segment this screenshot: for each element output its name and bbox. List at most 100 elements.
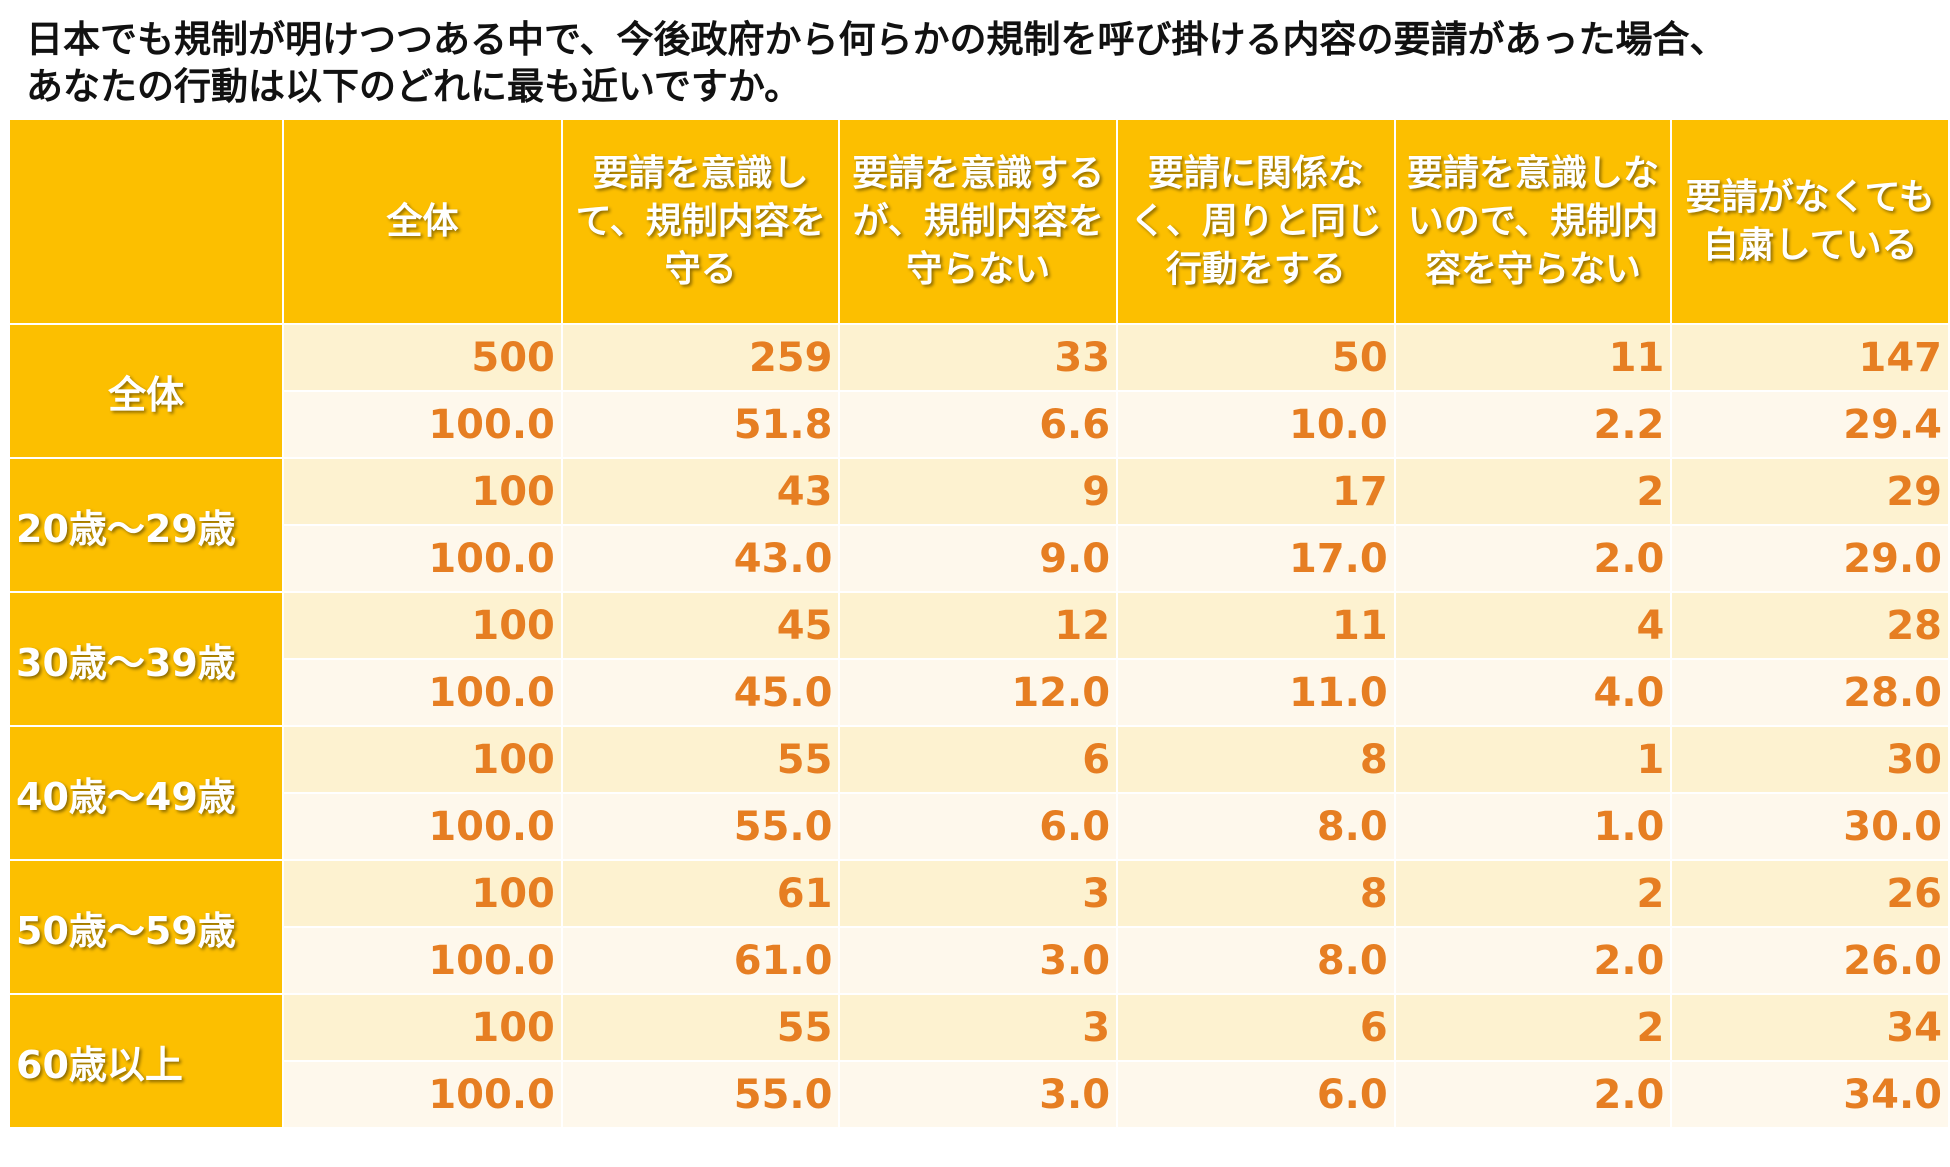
count-cell: 26 <box>1670 859 1950 928</box>
percent-cell: 2.0 <box>1393 1060 1673 1129</box>
count-cell: 11 <box>1116 591 1396 660</box>
percent-cell: 43.0 <box>560 524 841 593</box>
count-cell: 147 <box>1670 323 1950 392</box>
title-line-2: あなたの行動は以下のどれに最も近いですか。 <box>26 65 802 108</box>
percent-cell: 100.0 <box>282 792 563 861</box>
percent-cell: 17.0 <box>1116 524 1396 593</box>
percent-cell: 1.0 <box>1393 792 1673 861</box>
percent-cell: 29.0 <box>1670 524 1950 593</box>
percent-row: 100.0 51.8 6.6 10.0 2.2 29.4 <box>9 390 1950 459</box>
percent-row: 100.0 45.0 12.0 11.0 4.0 28.0 <box>9 658 1950 727</box>
percent-cell: 30.0 <box>1670 792 1950 861</box>
count-cell: 29 <box>1670 457 1950 526</box>
count-cell: 100 <box>282 457 563 526</box>
percent-cell: 6.0 <box>1116 1060 1396 1129</box>
count-row: 全体 500 259 33 50 11 147 <box>7 323 1950 459</box>
percent-cell: 29.4 <box>1670 390 1950 459</box>
percent-row: 100.0 43.0 9.0 17.0 2.0 29.0 <box>9 524 1950 593</box>
count-cell: 2 <box>1393 457 1673 526</box>
percent-cell: 34.0 <box>1670 1060 1950 1129</box>
percent-cell: 3.0 <box>838 1060 1119 1129</box>
count-cell: 45 <box>560 591 841 660</box>
count-cell: 43 <box>560 457 841 526</box>
percent-cell: 100.0 <box>282 1060 563 1129</box>
percent-cell: 51.8 <box>560 390 841 459</box>
percent-cell: 10.0 <box>1116 390 1396 459</box>
count-cell: 55 <box>560 725 841 794</box>
title-line-1: 日本でも規制が明けつつある中で、今後政府から何らかの規制を呼び掛ける内容の要請が… <box>26 18 1727 61</box>
count-cell: 3 <box>838 993 1119 1062</box>
percent-cell: 8.0 <box>1116 792 1396 861</box>
count-cell: 50 <box>1116 323 1396 392</box>
count-cell: 30 <box>1670 725 1950 794</box>
count-cell: 3 <box>838 859 1119 928</box>
count-cell: 100 <box>282 859 563 928</box>
percent-cell: 2.2 <box>1393 390 1673 459</box>
count-cell: 100 <box>282 725 563 794</box>
count-row: 20歳～29歳 100 43 9 17 2 29 <box>7 457 1950 593</box>
count-cell: 8 <box>1116 725 1396 794</box>
header-row: 全体 要請を意識して、規制内容を守る 要請を意識するが、規制内容を守らない 要請… <box>7 118 1950 325</box>
percent-cell: 11.0 <box>1116 658 1396 727</box>
percent-cell: 12.0 <box>838 658 1119 727</box>
percent-cell: 100.0 <box>282 926 563 995</box>
corner-cell <box>7 118 285 325</box>
column-header: 全体 <box>282 118 563 325</box>
percent-row: 100.0 55.0 6.0 8.0 1.0 30.0 <box>9 792 1950 861</box>
count-cell: 8 <box>1116 859 1396 928</box>
percent-cell: 9.0 <box>838 524 1119 593</box>
percent-cell: 26.0 <box>1670 926 1950 995</box>
percent-cell: 45.0 <box>560 658 841 727</box>
percent-cell: 100.0 <box>282 658 563 727</box>
column-header: 要請を意識するが、規制内容を守らない <box>838 118 1119 325</box>
count-row: 30歳～39歳 100 45 12 11 4 28 <box>7 591 1950 727</box>
count-cell: 12 <box>838 591 1119 660</box>
count-cell: 6 <box>1116 993 1396 1062</box>
percent-cell: 6.6 <box>838 390 1119 459</box>
percent-row: 100.0 55.0 3.0 6.0 2.0 34.0 <box>9 1060 1950 1129</box>
count-cell: 100 <box>282 993 563 1062</box>
percent-cell: 6.0 <box>838 792 1119 861</box>
row-label: 50歳～59歳 <box>7 859 285 995</box>
count-cell: 55 <box>560 993 841 1062</box>
count-cell: 2 <box>1393 859 1673 928</box>
row-label: 全体 <box>7 323 285 459</box>
table-body: 全体 500 259 33 50 11 147 100.0 51.8 6.6 10.0 2.2 29.4… <box>7 323 1950 1129</box>
row-label: 30歳～39歳 <box>7 591 285 727</box>
chart-title: 日本でも規制が明けつつある中で、今後政府から何らかの規制を呼び掛ける内容の要請が… <box>26 16 1926 110</box>
count-cell: 11 <box>1393 323 1673 392</box>
percent-cell: 2.0 <box>1393 926 1673 995</box>
count-cell: 500 <box>282 323 563 392</box>
count-cell: 61 <box>560 859 841 928</box>
row-label: 60歳以上 <box>7 993 285 1129</box>
count-cell: 17 <box>1116 457 1396 526</box>
count-cell: 1 <box>1393 725 1673 794</box>
count-cell: 34 <box>1670 993 1950 1062</box>
row-label: 40歳～49歳 <box>7 725 285 861</box>
count-cell: 9 <box>838 457 1119 526</box>
count-row: 60歳以上 100 55 3 6 2 34 <box>7 993 1950 1129</box>
column-header: 要請を意識しないので、規制内容を守らない <box>1393 118 1673 325</box>
column-header: 要請を意識して、規制内容を守る <box>560 118 841 325</box>
count-cell: 100 <box>282 591 563 660</box>
count-row: 40歳～49歳 100 55 6 8 1 30 <box>7 725 1950 861</box>
count-row: 50歳～59歳 100 61 3 8 2 26 <box>7 859 1950 995</box>
count-cell: 259 <box>560 323 841 392</box>
column-header: 要請に関係なく、周りと同じ行動をする <box>1116 118 1396 325</box>
percent-cell: 28.0 <box>1670 658 1950 727</box>
percent-cell: 2.0 <box>1393 524 1673 593</box>
count-cell: 6 <box>838 725 1119 794</box>
percent-cell: 4.0 <box>1393 658 1673 727</box>
percent-cell: 3.0 <box>838 926 1119 995</box>
count-cell: 33 <box>838 323 1119 392</box>
percent-cell: 61.0 <box>560 926 841 995</box>
percent-cell: 100.0 <box>282 390 563 459</box>
percent-row: 100.0 61.0 3.0 8.0 2.0 26.0 <box>9 926 1950 995</box>
percent-cell: 100.0 <box>282 524 563 593</box>
count-cell: 4 <box>1393 591 1673 660</box>
percent-cell: 55.0 <box>560 1060 841 1129</box>
count-cell: 28 <box>1670 591 1950 660</box>
column-header: 要請がなくても自粛している <box>1670 118 1950 325</box>
percent-cell: 55.0 <box>560 792 841 861</box>
row-label: 20歳～29歳 <box>7 457 285 593</box>
